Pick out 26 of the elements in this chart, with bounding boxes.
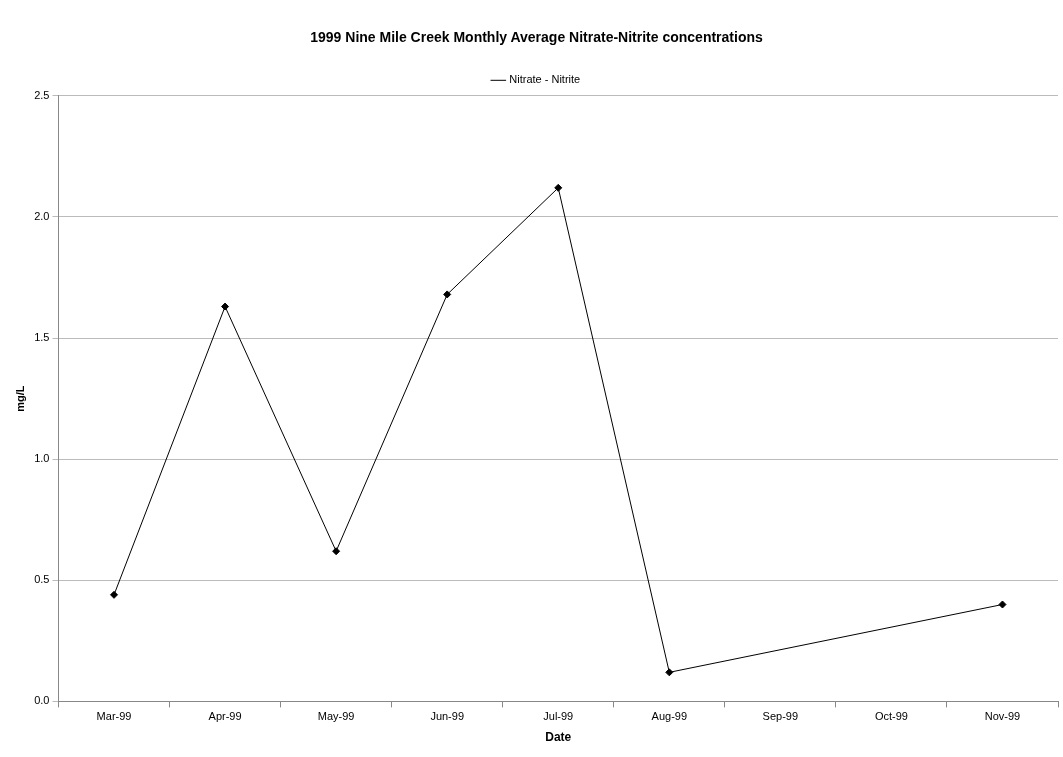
point — [110, 590, 119, 599]
x-tick-label: Oct-99 — [874, 710, 908, 723]
y-tick-label: 0.5 — [34, 573, 50, 586]
y-tick-label: 2.5 — [34, 88, 50, 101]
point — [332, 547, 341, 556]
y-axis-title: mg/L — [13, 385, 26, 412]
x-tick-label: Jun-99 — [430, 710, 465, 723]
point — [665, 668, 674, 677]
point — [998, 600, 1007, 609]
x-axis-title: Date — [545, 730, 572, 745]
y-tick-label: 1.0 — [34, 452, 50, 465]
x-tick-label: Mar-99 — [96, 710, 132, 723]
y-tick-label: 0.0 — [34, 694, 50, 707]
point — [221, 302, 230, 311]
point — [443, 290, 452, 299]
x-tick-label: Aug-99 — [651, 710, 688, 723]
y-tick-label: 1.5 — [34, 331, 50, 344]
point — [554, 183, 563, 192]
legend-label: Nitrate - Nitrite — [509, 73, 581, 86]
x-tick-label: Apr-99 — [208, 710, 242, 723]
x-tick-label: Jul-99 — [543, 710, 574, 723]
x-tick-label: Nov-99 — [984, 710, 1021, 723]
x-tick-label: May-99 — [317, 710, 355, 723]
y-tick-label: 2.0 — [34, 209, 50, 222]
chart-title: 1999 Nine Mile Creek Monthly Average Nitrate-Nitrite concentrations — [310, 29, 763, 46]
x-tick-label: Sep-99 — [762, 710, 799, 723]
